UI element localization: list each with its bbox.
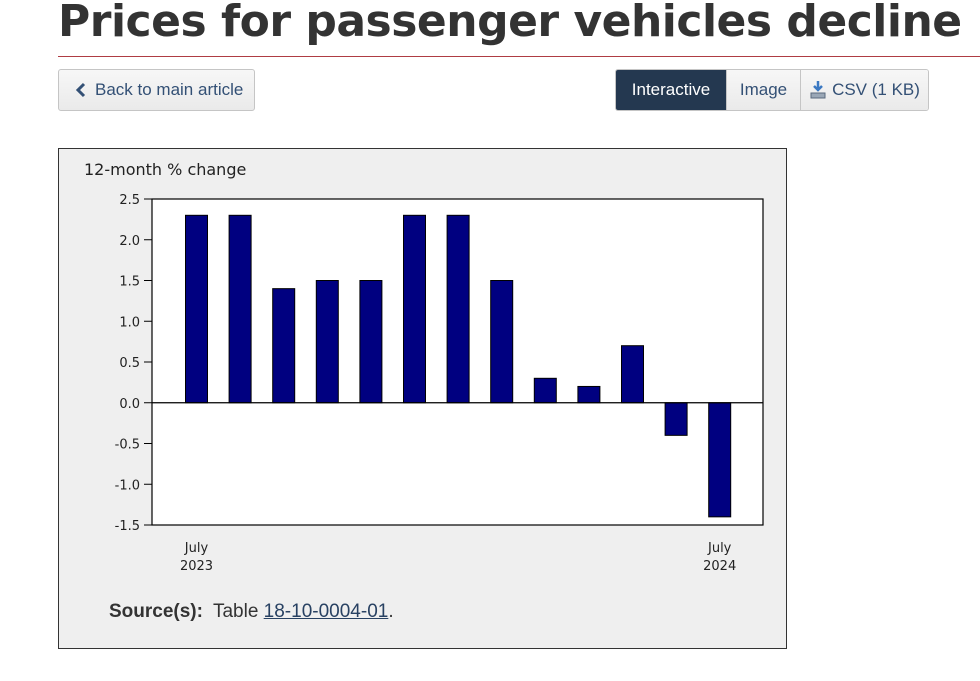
bar[interactable] [185,214,208,404]
x-tick-label: July [184,541,209,556]
y-tick-label: 2.0 [119,234,140,249]
tab-image-label: Image [739,80,788,99]
bar[interactable] [272,288,296,404]
source-suffix: . [388,601,394,622]
x-tick-label: July [707,541,732,556]
bar[interactable] [403,214,426,404]
y-tick-label: 0.0 [119,397,140,412]
tab-image[interactable]: Image [726,70,800,110]
bar[interactable] [664,402,688,436]
csv-download-button[interactable]: CSV (1 KB) [800,70,928,110]
tab-interactive[interactable]: Interactive [616,70,726,110]
y-tick-label: -1.5 [115,519,140,534]
bar[interactable] [315,280,339,404]
view-toggle-group: Interactive Image CSV (1 KB) [615,69,929,111]
bar[interactable] [359,280,383,404]
chevron-left-icon [75,82,86,98]
bar[interactable] [228,214,252,404]
x-tick-label: 2024 [703,559,736,574]
bar[interactable] [446,214,470,404]
x-tick-label: 2023 [180,559,213,574]
chart-panel: 12-month % change 2.5 2.0 1.5 1.0 0.5 0.0 -0.5… [58,148,787,649]
bar[interactable] [621,345,644,404]
y-tick-label: 1.5 [119,275,140,290]
y-axis-label: 12-month % change [84,160,246,179]
csv-download-label: CSV (1 KB) [832,80,920,99]
bar-chart: 12-month % change 2.5 2.0 1.5 1.0 0.5 0.0 -0.5… [84,160,764,574]
back-button-label: Back to main article [95,80,244,99]
back-to-main-article-button[interactable]: Back to main article [58,69,255,111]
bar[interactable] [533,377,557,404]
download-icon [810,81,826,99]
tab-interactive-label: Interactive [631,80,711,99]
page-title: Prices for passenger vehicles decline [58,0,962,47]
bar[interactable] [490,280,514,404]
source-label: Source(s): [109,601,203,622]
title-divider [58,56,980,57]
source-note: Source(s): Table 18-10-0004-01. [109,601,394,623]
bar[interactable] [708,402,732,518]
bar[interactable] [577,385,601,404]
y-tick-label: -0.5 [115,438,140,453]
y-tick-label: 0.5 [119,356,140,371]
source-prefix: Table [212,601,259,622]
y-tick-label: 1.0 [119,315,140,330]
source-table-link[interactable]: 18-10-0004-01 [263,601,389,622]
y-tick-label: -1.0 [115,478,140,493]
y-tick-label: 2.5 [119,193,140,208]
